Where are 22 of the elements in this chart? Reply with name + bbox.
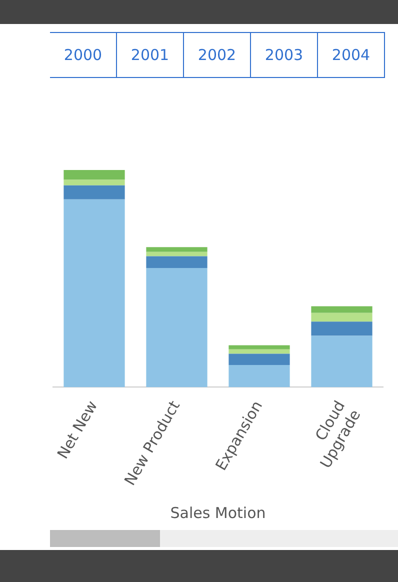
bar — [64, 170, 125, 180]
text: 2004 — [318, 33, 385, 77]
text: 2001 — [117, 33, 184, 77]
bar — [146, 252, 208, 256]
bar — [311, 322, 372, 336]
bar — [146, 247, 208, 252]
bar — [146, 268, 208, 388]
text: 2002 — [184, 33, 251, 77]
bar — [228, 345, 290, 350]
text: 2000 — [50, 33, 117, 77]
x-axis-title: Sales Motion — [170, 504, 266, 522]
bar — [311, 306, 372, 313]
bar — [64, 199, 125, 388]
bar — [64, 180, 125, 186]
bar — [64, 185, 125, 200]
bar — [146, 256, 208, 268]
bar — [228, 354, 290, 366]
text: 2003 — [251, 33, 318, 77]
bar — [311, 312, 372, 322]
bar — [228, 349, 290, 354]
bar — [228, 365, 290, 388]
bar — [311, 336, 372, 388]
